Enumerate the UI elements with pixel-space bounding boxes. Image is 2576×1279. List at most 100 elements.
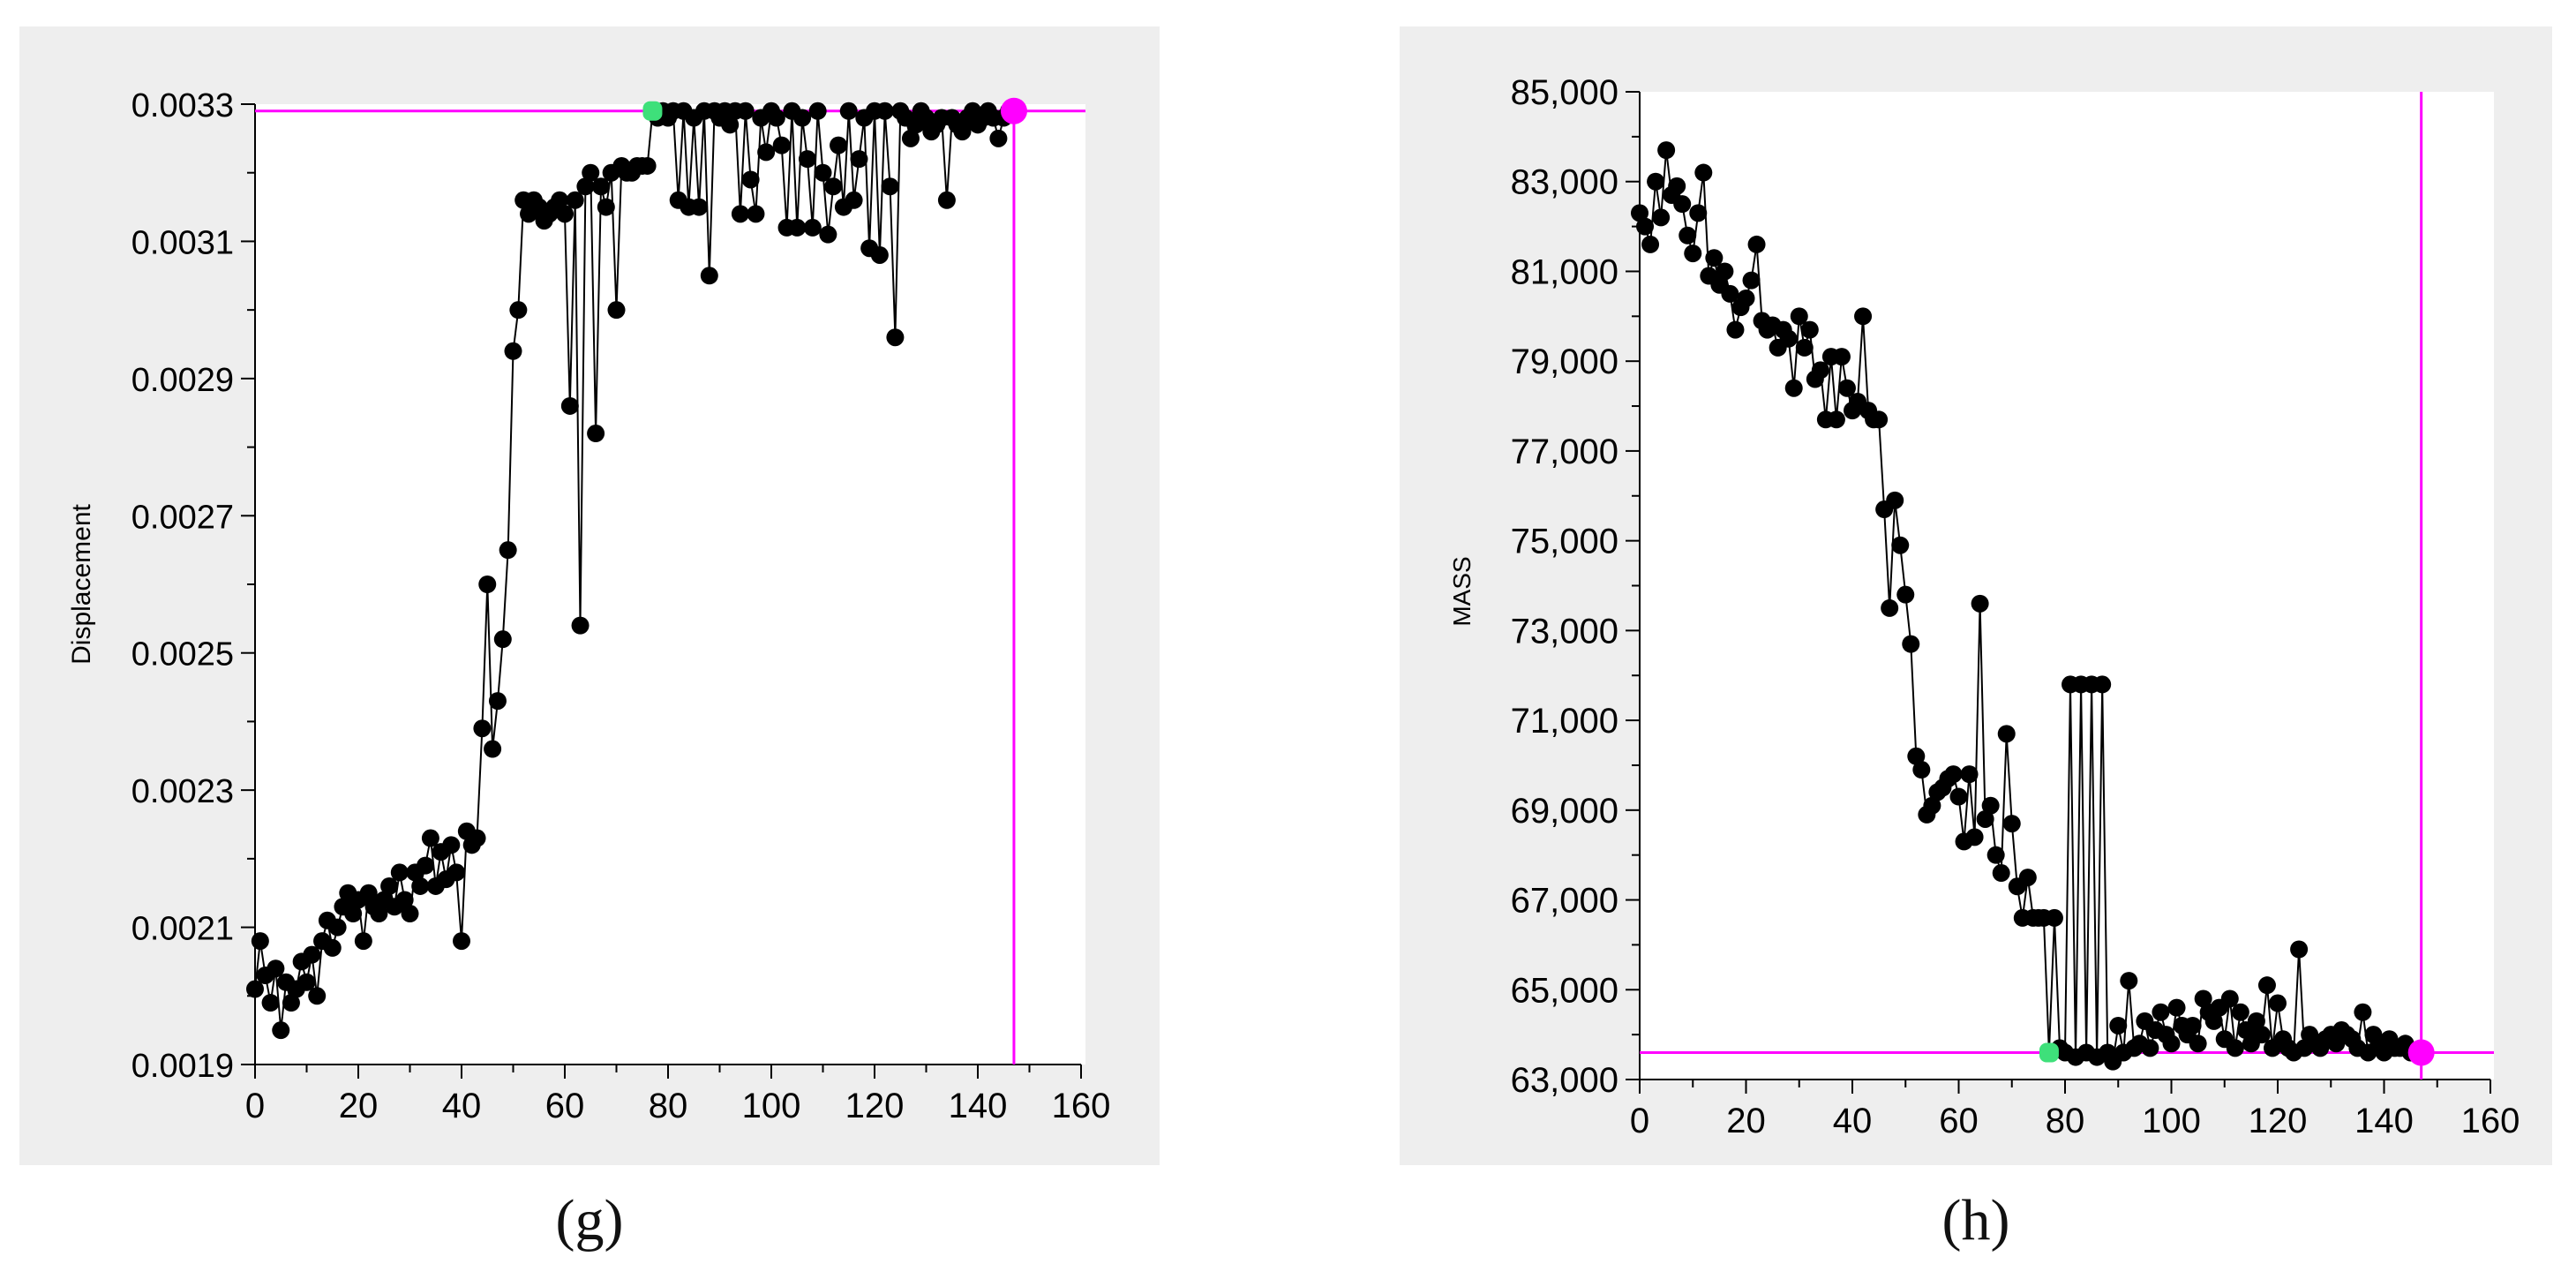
- data-point: [757, 143, 776, 162]
- data-point: [808, 102, 827, 120]
- data-point: [1668, 177, 1686, 195]
- data-point: [1641, 235, 1660, 253]
- data-point: [576, 177, 595, 196]
- x-tick-label: 140: [2354, 1102, 2414, 1140]
- data-point: [989, 129, 1008, 147]
- data-point: [901, 129, 920, 147]
- data-point: [453, 932, 470, 951]
- y-tick-label: 85,000: [1511, 73, 1618, 112]
- data-point: [2120, 972, 2138, 990]
- data-point: [395, 891, 414, 909]
- data-point: [1721, 284, 1739, 303]
- data-point: [504, 342, 522, 360]
- y-tick-label: 81,000: [1511, 252, 1618, 291]
- data-point: [788, 218, 807, 237]
- data-point: [380, 876, 399, 895]
- data-point: [560, 396, 579, 415]
- data-point: [493, 630, 512, 649]
- data-point: [421, 829, 439, 847]
- data-point: [1742, 271, 1761, 290]
- data-point: [582, 163, 600, 182]
- data-point: [390, 863, 409, 882]
- data-point: [1976, 809, 1994, 828]
- data-point: [282, 994, 300, 1012]
- data-point: [1737, 289, 1755, 307]
- x-tick-label: 120: [845, 1087, 905, 1125]
- data-point: [261, 994, 280, 1012]
- data-point: [1837, 379, 1856, 397]
- data-point: [591, 177, 610, 196]
- chart-g: 0 20 40 60 80 100 120 140 160 0.0019 0.0021 0.0023 0…: [67, 87, 1110, 1125]
- data-point: [2247, 1012, 2265, 1030]
- data-point: [468, 829, 486, 847]
- y-tick-label: 0.0033: [131, 87, 234, 124]
- data-point: [721, 116, 740, 134]
- data-point: [1657, 141, 1676, 160]
- data-point: [1912, 761, 1931, 779]
- data-point: [1652, 208, 1671, 227]
- x-tick-label: 120: [2249, 1102, 2308, 1140]
- data-point: [798, 150, 816, 169]
- y-tick-label: 0.0029: [131, 362, 234, 399]
- data-point: [1944, 765, 1963, 784]
- data-point: [741, 170, 760, 189]
- data-point: [2002, 815, 2021, 833]
- data-point: [731, 205, 749, 223]
- x-tick-label: 160: [2461, 1102, 2520, 1140]
- data-point: [2109, 1016, 2128, 1034]
- data-point: [747, 205, 765, 223]
- data-point: [2189, 1034, 2207, 1053]
- data-point: [2183, 1016, 2202, 1034]
- data-point: [303, 945, 321, 964]
- data-point: [1832, 348, 1851, 366]
- x-tick-label: 40: [442, 1087, 482, 1125]
- data-point: [442, 836, 461, 854]
- data-point: [344, 905, 363, 923]
- y-tick-label: 71,000: [1511, 702, 1618, 741]
- y-axis-label: Displacement: [67, 503, 96, 664]
- data-point: [267, 959, 285, 978]
- y-tick-label: 67,000: [1511, 882, 1618, 921]
- data-point: [1673, 195, 1692, 214]
- data-point: [1881, 598, 1899, 617]
- data-point: [1747, 235, 1766, 253]
- data-point: [1891, 536, 1910, 554]
- y-tick-label: 0.0023: [131, 773, 234, 810]
- data-point: [1795, 338, 1814, 357]
- data-point: [1949, 787, 1968, 806]
- data-point: [2194, 989, 2212, 1008]
- data-point: [1827, 410, 1845, 429]
- data-point: [417, 856, 435, 875]
- y-tick-label: 75,000: [1511, 523, 1618, 561]
- data-point: [886, 328, 905, 347]
- data-point: [484, 740, 502, 758]
- data-point: [272, 1021, 290, 1040]
- data-point: [323, 938, 342, 957]
- data-point: [1694, 163, 1713, 182]
- data-point: [587, 425, 605, 443]
- data-point: [308, 987, 327, 1005]
- data-point: [1716, 262, 1734, 281]
- end-point-marker: [1000, 97, 1027, 124]
- data-point: [953, 123, 972, 141]
- data-point: [2045, 908, 2063, 927]
- data-point: [1923, 796, 1941, 815]
- data-point: [1705, 249, 1724, 267]
- y-tick-label: 73,000: [1511, 612, 1618, 651]
- data-point: [814, 163, 832, 182]
- data-point: [566, 191, 584, 209]
- data-point: [1679, 226, 1697, 245]
- data-point: [499, 541, 517, 560]
- data-point: [870, 245, 889, 264]
- chart-h: 0 20 40 60 80 100 120 140 160 63,000 65,000 67,000 6…: [1448, 73, 2520, 1140]
- data-point: [2018, 869, 2037, 887]
- data-point: [411, 876, 430, 895]
- data-point: [2167, 998, 2186, 1017]
- data-point: [1902, 635, 1920, 653]
- x-tick-label: 60: [1939, 1102, 1979, 1140]
- data-point: [328, 918, 347, 937]
- data-point: [359, 884, 378, 902]
- data-point: [1896, 585, 1915, 604]
- data-point: [1811, 361, 1829, 380]
- x-tick-label: 80: [649, 1087, 688, 1125]
